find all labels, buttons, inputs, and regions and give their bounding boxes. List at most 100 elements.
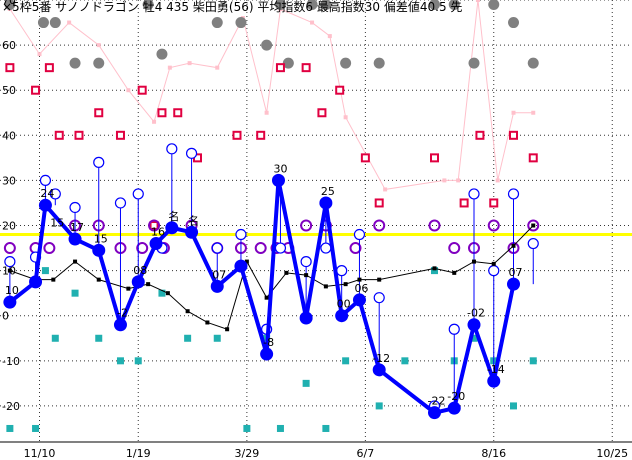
- pink-point: [343, 115, 348, 120]
- main-point: [467, 318, 481, 332]
- pink-point: [152, 119, 157, 124]
- x-tick-label: 10/25: [596, 447, 628, 460]
- purple-circle-point: [527, 219, 540, 232]
- blue-open-point: [373, 292, 385, 304]
- purple-circle-point: [349, 242, 362, 255]
- teal-square-point: [71, 289, 79, 297]
- avg-point: [73, 259, 78, 264]
- gray-circle-point: [142, 0, 154, 11]
- avg-point: [96, 277, 101, 282]
- teal-square-point: [213, 334, 221, 342]
- gray-circle-point: [468, 57, 480, 69]
- gray-circle-point: [274, 0, 286, 11]
- avg-point: [284, 270, 289, 275]
- teal-square-point: [95, 334, 103, 342]
- avg-point: [264, 295, 269, 300]
- gray-circle-point: [235, 17, 247, 29]
- pink-point: [475, 0, 480, 2]
- gray-circle-point: [527, 57, 539, 69]
- blue-open-point: [448, 323, 460, 335]
- teal-square-point: [342, 357, 350, 365]
- avg-point: [323, 284, 328, 289]
- gray-circle-point: [93, 57, 105, 69]
- main-point: [335, 309, 349, 323]
- blue-open-point: [235, 228, 247, 241]
- teal-square-point: [322, 424, 330, 432]
- gray-circle-point: [448, 0, 460, 11]
- gray-circle-point: [69, 57, 81, 69]
- red-square-point: [54, 130, 64, 140]
- data-label: 00: [337, 298, 351, 311]
- avg-point: [304, 273, 309, 278]
- avg-point: [225, 327, 230, 332]
- y-tick-label: 10: [2, 265, 16, 278]
- red-square-point: [459, 198, 469, 208]
- main-point: [38, 198, 52, 212]
- avg-point: [165, 291, 170, 296]
- data-label: -2: [117, 307, 128, 320]
- data-label: 17: [70, 221, 84, 234]
- data-label: -12: [372, 352, 390, 365]
- pink-point: [37, 52, 42, 57]
- blue-open-point: [132, 188, 144, 200]
- main-point: [149, 237, 163, 251]
- avg-point: [432, 266, 437, 271]
- avg-point: [185, 309, 190, 314]
- y-tick-label: -10: [2, 355, 20, 368]
- purple-circle-point: [136, 242, 149, 255]
- gray-circle-point: [156, 48, 168, 60]
- main-point: [507, 277, 520, 291]
- avg-point: [7, 268, 12, 273]
- avg-point: [377, 277, 382, 282]
- y-tick-label: -20: [2, 400, 20, 413]
- blue-open-point: [4, 255, 16, 268]
- teal-square-point: [243, 424, 251, 432]
- red-square-point: [528, 153, 538, 163]
- red-square-point: [335, 85, 345, 95]
- purple-circle-point: [487, 219, 500, 232]
- red-square-point: [317, 108, 327, 118]
- main-point: [29, 275, 43, 289]
- chart-title: ×5枠5番 サノノドラゴン 牡4 435 柴田勇(56) 平均指数6 最高指数3…: [2, 0, 462, 14]
- gray-circle-point: [37, 17, 49, 29]
- main-point: [299, 311, 313, 325]
- pink-point: [531, 110, 536, 115]
- teal-square-point: [32, 424, 40, 432]
- x-tick-label: 6/7: [357, 447, 375, 460]
- x-tick-label: 1/19: [126, 447, 151, 460]
- blue-open-point: [93, 156, 105, 168]
- main-point: [165, 221, 179, 235]
- pink-point: [67, 20, 72, 25]
- red-square-point: [256, 130, 266, 140]
- main-point: [487, 374, 501, 388]
- avg-point: [343, 282, 348, 287]
- main-point: [234, 259, 248, 273]
- red-square-point: [74, 130, 84, 140]
- data-label: 24: [40, 187, 54, 200]
- avg-point: [357, 277, 362, 282]
- teal-square-point: [401, 357, 409, 365]
- red-square-point: [149, 221, 159, 231]
- blue-open-point: [211, 242, 223, 254]
- main-point: [352, 293, 366, 307]
- teal-square-point: [6, 424, 14, 432]
- avg-point: [472, 259, 476, 264]
- data-label: 30: [273, 162, 287, 175]
- y-tick-label: 50: [2, 84, 16, 97]
- data-label: 07: [212, 268, 226, 281]
- gray-circle-point: [261, 39, 273, 51]
- data-label: -22: [428, 395, 446, 408]
- red-square-point: [275, 63, 285, 73]
- teal-square-point: [184, 334, 192, 342]
- pink-point: [456, 178, 461, 183]
- gray-circle-point: [4, 0, 16, 11]
- blue-open-point: [166, 143, 178, 155]
- main-point: [447, 401, 461, 415]
- main-point: [113, 318, 127, 332]
- data-label: -02: [467, 307, 485, 320]
- y-tick-label: 30: [2, 174, 16, 187]
- pink-point: [442, 178, 447, 183]
- gray-circle-point: [508, 17, 519, 29]
- data-label: 16: [151, 226, 165, 239]
